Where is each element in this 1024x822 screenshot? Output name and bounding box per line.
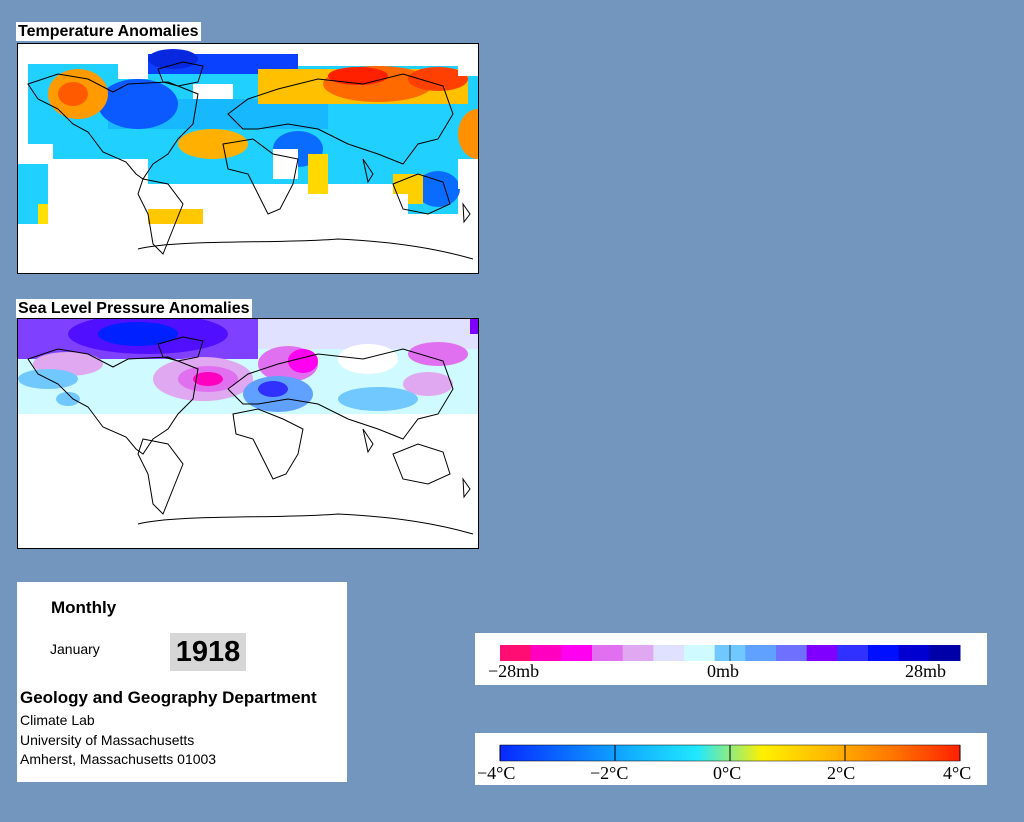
- temperature-map-title: Temperature Anomalies: [16, 22, 201, 41]
- pressure-legend-label-zero: 0mb: [707, 661, 739, 681]
- temperature-legend-ticks: [499, 745, 961, 761]
- frequency-label: Monthly: [51, 598, 117, 617]
- temperature-legend-label-neg4: −4°C: [477, 763, 515, 783]
- pressure-legend-colorbar: [500, 645, 961, 661]
- year-display: 1918: [170, 633, 246, 671]
- pressure-map-svg: [18, 319, 478, 535]
- university-name: University of Massachusetts: [20, 732, 195, 748]
- temperature-anomaly-map: [17, 43, 479, 274]
- pressure-legend-label-max: 28mb: [905, 661, 946, 681]
- info-panel: Monthly January 1918 Geology and Geograp…: [17, 582, 347, 782]
- pressure-legend-swatch: [929, 645, 961, 661]
- pressure-legend-swatch: [500, 645, 532, 661]
- pressure-legend-label-min: −28mb: [488, 661, 539, 681]
- pressure-legend-swatch: [561, 645, 593, 661]
- pressure-anomaly-field: [18, 319, 478, 414]
- pressure-legend-swatch: [653, 645, 685, 661]
- pressure-anomaly-map: [17, 318, 479, 549]
- pressure-legend-swatch: [684, 645, 716, 661]
- pressure-legend-svg: −28mb 0mb 28mb: [488, 645, 961, 681]
- address-text: Amherst, Massachusetts 01003: [20, 751, 217, 767]
- temperature-legend: −4°C −2°C 0°C 2°C 4°C: [475, 733, 987, 785]
- pressure-legend-swatch: [776, 645, 808, 661]
- pressure-legend-swatch: [837, 645, 869, 661]
- month-label: January: [50, 641, 100, 657]
- pressure-legend-swatch: [806, 645, 838, 661]
- pressure-map-title: Sea Level Pressure Anomalies: [16, 299, 252, 318]
- department-name: Geology and Geography Department: [20, 688, 317, 707]
- pressure-legend-swatch: [592, 645, 624, 661]
- temperature-legend-label-pos4: 4°C: [943, 763, 971, 783]
- temperature-map-svg: [18, 44, 478, 273]
- lab-name: Climate Lab: [20, 712, 95, 728]
- temperature-anomaly-field: [18, 44, 478, 273]
- pressure-legend-swatch: [868, 645, 900, 661]
- pressure-legend-swatch: [530, 645, 562, 661]
- temperature-legend-label-zero: 0°C: [713, 763, 741, 783]
- pressure-legend-swatch: [898, 645, 930, 661]
- pressure-map-coastlines: [27, 336, 474, 535]
- temperature-legend-label-neg2: −2°C: [590, 763, 628, 783]
- pressure-legend-swatch: [622, 645, 654, 661]
- temperature-legend-label-pos2: 2°C: [827, 763, 855, 783]
- temperature-map-coastlines: [27, 61, 474, 260]
- pressure-legend: −28mb 0mb 28mb: [475, 633, 987, 685]
- temperature-legend-svg: −4°C −2°C 0°C 2°C 4°C: [477, 744, 971, 783]
- pressure-legend-swatch: [745, 645, 777, 661]
